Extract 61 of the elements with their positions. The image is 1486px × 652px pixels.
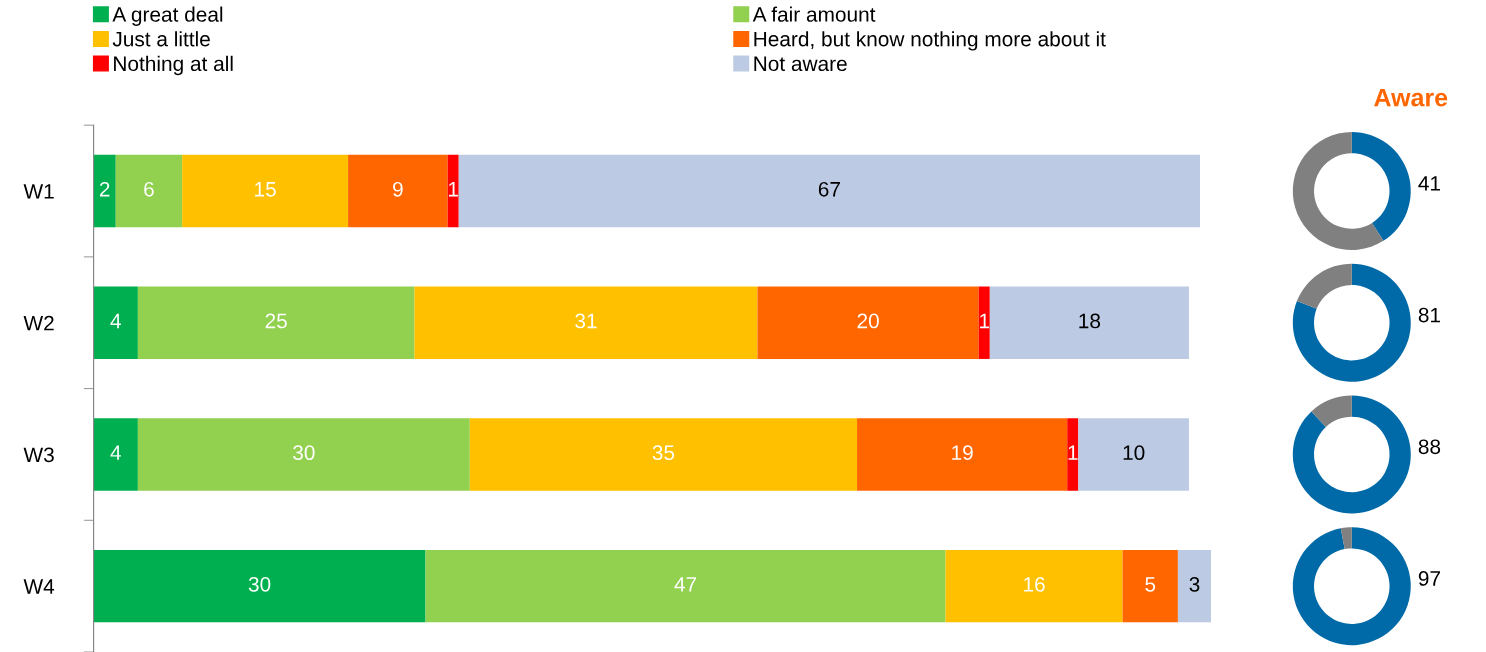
bar — [857, 418, 1068, 491]
bar — [414, 286, 758, 359]
bar — [137, 418, 470, 491]
data-label: 19 — [952, 445, 973, 461]
bar — [458, 154, 1201, 228]
data-label: 5 — [1145, 577, 1156, 592]
data-label: 18 — [1079, 313, 1101, 329]
data-label: 30 — [248, 576, 271, 592]
legend-label: Just a little — [112, 31, 210, 47]
legend-label: Nothing at all — [114, 55, 233, 76]
data-label: 35 — [652, 445, 675, 461]
bar — [1122, 549, 1178, 623]
bar — [137, 286, 415, 359]
y-tick-label: W4 — [23, 579, 55, 594]
data-label: 10 — [1123, 445, 1145, 461]
bar — [469, 418, 858, 491]
data-label: 30 — [293, 445, 315, 461]
bar — [447, 154, 459, 228]
data-label: 81 — [1418, 307, 1441, 323]
bar — [115, 154, 183, 228]
data-label: 97 — [1418, 571, 1440, 586]
data-label: 3 — [1189, 576, 1200, 592]
bar — [93, 154, 116, 228]
bar — [757, 286, 979, 359]
data-label: 1 — [1068, 445, 1078, 460]
data-label: 15 — [255, 182, 276, 197]
y-tick-label: W1 — [23, 184, 54, 199]
y-tick-label: W3 — [23, 447, 54, 463]
bar — [945, 549, 1123, 623]
data-label: 6 — [144, 181, 154, 197]
bar — [93, 418, 138, 491]
data-label: 31 — [575, 313, 597, 329]
data-label: 4 — [110, 445, 121, 460]
bar — [1078, 418, 1189, 491]
data-label: 88 — [1418, 439, 1441, 455]
data-label: 9 — [393, 181, 403, 197]
legend-label: A fair amount — [752, 6, 876, 22]
bar — [1177, 549, 1212, 623]
data-label: 47 — [674, 577, 697, 592]
chart-title: Aware — [1374, 89, 1448, 107]
bar — [425, 549, 946, 623]
data-label: 41 — [1418, 176, 1441, 191]
bar — [182, 154, 349, 228]
bar — [989, 286, 1189, 359]
bar — [348, 154, 448, 228]
data-label: 1 — [980, 313, 990, 329]
data-label: 1 — [449, 182, 458, 197]
data-label: 20 — [857, 313, 879, 329]
data-label: 67 — [818, 181, 840, 197]
bar — [93, 286, 138, 359]
data-label: 4 — [110, 313, 121, 329]
data-label: 16 — [1024, 576, 1045, 592]
bar — [1067, 418, 1079, 491]
data-label: 2 — [99, 181, 110, 197]
y-tick-label: W2 — [23, 315, 54, 331]
bar — [93, 549, 426, 623]
legend-label: A great deal — [112, 6, 223, 26]
legend-label: Heard, but know nothing more about it — [754, 31, 1106, 51]
legend-label: Not aware — [754, 56, 847, 72]
bar — [978, 286, 990, 359]
data-label: 25 — [265, 313, 287, 329]
